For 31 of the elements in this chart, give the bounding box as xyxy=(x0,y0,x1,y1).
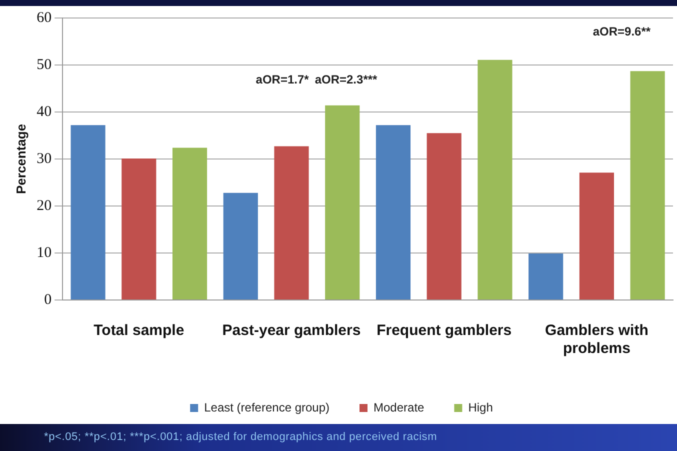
bar xyxy=(376,125,411,300)
x-tick-label: Gamblers with problems xyxy=(545,322,648,358)
x-tick-label: Past-year gamblers xyxy=(222,322,361,340)
y-tick-label: 60 xyxy=(36,10,52,26)
bar xyxy=(70,125,106,300)
text: *p<.05; **p<.01; ***p<.001; adjusted for demographics and perceived racism xyxy=(0,424,677,451)
x-tick-label: Frequent gamblers xyxy=(376,322,512,340)
bar xyxy=(172,148,208,300)
annotation: aOR=2.3*** xyxy=(314,72,378,86)
legend-label: High xyxy=(468,400,493,414)
bar xyxy=(325,105,360,300)
x-tick-label: Total sample xyxy=(94,322,184,340)
bar xyxy=(223,192,258,300)
y-tick-label: 20 xyxy=(36,198,52,214)
bar xyxy=(426,133,462,300)
bar xyxy=(274,146,309,300)
legend-label: Least (reference group) xyxy=(204,400,330,414)
annotation: aOR=9.6** xyxy=(592,24,651,38)
bar xyxy=(630,71,665,300)
y-tick-label: 50 xyxy=(36,56,52,73)
bar xyxy=(122,158,156,300)
legend-label: Moderate xyxy=(374,400,425,414)
y-tick-label: 10 xyxy=(36,244,52,261)
y-tick-label: 0 xyxy=(44,292,52,308)
y-tick-label: 30 xyxy=(36,150,52,167)
bar xyxy=(528,253,564,300)
bar xyxy=(579,172,614,300)
annotation: aOR=1.7* xyxy=(256,72,310,86)
bar xyxy=(478,60,512,300)
y-tick-label: 40 xyxy=(36,104,52,120)
y-axis-title: Percentage xyxy=(13,124,28,194)
